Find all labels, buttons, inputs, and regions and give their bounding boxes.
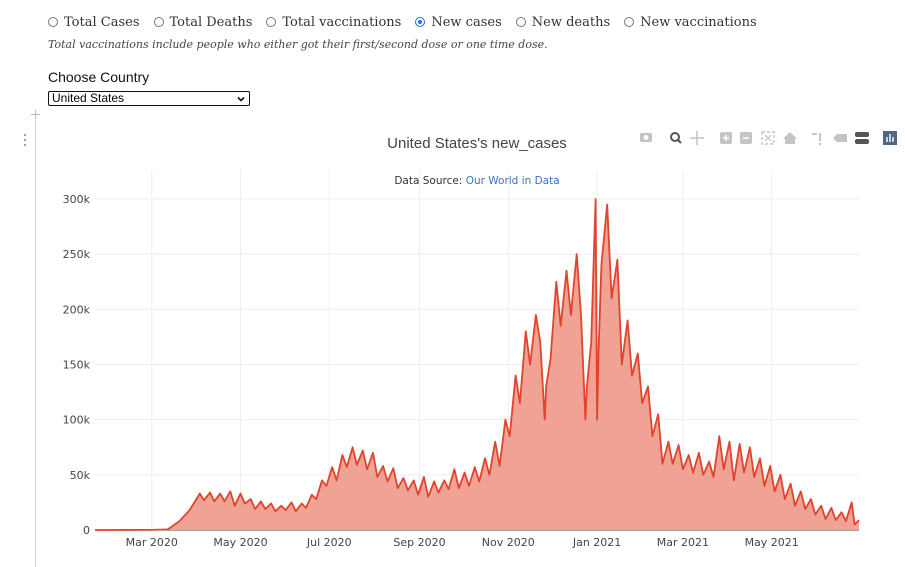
radio-label: Total Cases: [64, 14, 140, 30]
radio-option[interactable]: New cases: [415, 14, 502, 30]
x-tick-label: May 2021: [745, 536, 799, 549]
radio-option[interactable]: Total Cases: [48, 15, 140, 30]
zoom-icon[interactable]: [670, 132, 682, 144]
radio-option[interactable]: New vaccinations: [624, 15, 757, 30]
y-tick-label: 200k: [63, 303, 91, 316]
data-source-prefix: Data Source:: [394, 175, 465, 187]
data-source-link[interactable]: Our World in Data: [466, 175, 560, 187]
zoom-in-icon[interactable]: [720, 132, 732, 144]
y-tick-label: 250k: [63, 248, 91, 261]
new-cases-line: [94, 198, 860, 531]
radio-label: New cases: [431, 14, 502, 30]
x-tick-label: Nov 2020: [482, 536, 535, 549]
y-axis: 0 50k 100k 150k 200k 250k 300k: [63, 193, 91, 537]
radio-label: Total vaccinations: [282, 14, 402, 30]
chevron-down-icon: [237, 96, 245, 102]
radio-option[interactable]: New deaths: [515, 14, 611, 30]
radio-button[interactable]: [515, 17, 526, 27]
radio-label: New deaths: [531, 14, 611, 30]
x-tick-label: Jan 2021: [572, 536, 621, 549]
hover-closest-icon[interactable]: [833, 134, 847, 142]
new-cases-area: [95, 199, 859, 530]
country-select-value: United States: [52, 91, 125, 105]
metric-radio-group: Total Cases Total Deaths Total vaccination…: [48, 12, 771, 32]
plotly-logo-icon[interactable]: [883, 131, 897, 145]
y-tick-label: 0: [83, 524, 90, 537]
x-tick-label: May 2020: [213, 536, 267, 549]
radio-button[interactable]: [415, 17, 426, 27]
x-tick-label: Jul 2020: [306, 536, 352, 549]
modebar: [640, 131, 897, 146]
camera-icon[interactable]: [640, 133, 652, 142]
x-tick-label: Mar 2021: [657, 536, 709, 549]
y-tick-label: 150k: [63, 359, 91, 372]
hover-compare-icon[interactable]: [855, 132, 869, 144]
radio-option[interactable]: Total Deaths: [153, 14, 253, 30]
radio-button[interactable]: [153, 17, 164, 27]
y-tick-label: 100k: [63, 414, 91, 427]
choose-country-label: Choose Country: [48, 69, 150, 85]
drag-handle-icon[interactable]: [23, 133, 27, 147]
country-select[interactable]: United States: [48, 91, 250, 106]
radio-button[interactable]: [266, 17, 277, 27]
y-tick-label: 50k: [70, 469, 91, 482]
zoom-out-icon[interactable]: [740, 132, 752, 144]
autoscale-icon[interactable]: [761, 131, 775, 145]
x-tick-label: Sep 2020: [393, 536, 445, 549]
panel-divider: [35, 120, 36, 567]
radio-label: Total Deaths: [169, 14, 253, 30]
vaccination-note: Total vaccinations include people who ei…: [48, 38, 548, 51]
x-axis: Mar 2020 May 2020 Jul 2020 Sep 2020 Nov 2020…: [126, 536, 799, 549]
chart-title: United States's new_cases: [387, 135, 567, 152]
y-tick-label: 300k: [63, 193, 91, 206]
spike-lines-icon[interactable]: [812, 133, 822, 146]
x-tick-label: Mar 2020: [126, 536, 178, 549]
reset-axes-icon[interactable]: [783, 132, 797, 144]
radio-button[interactable]: [48, 17, 58, 27]
plus-icon[interactable]: [30, 109, 41, 120]
radio-label: New vaccinations: [640, 14, 757, 30]
data-source-annotation: Data Source: Our World in Data: [394, 175, 559, 187]
radio-button[interactable]: [624, 17, 635, 27]
pan-icon[interactable]: [690, 131, 704, 145]
radio-option[interactable]: Total vaccinations: [266, 15, 401, 30]
